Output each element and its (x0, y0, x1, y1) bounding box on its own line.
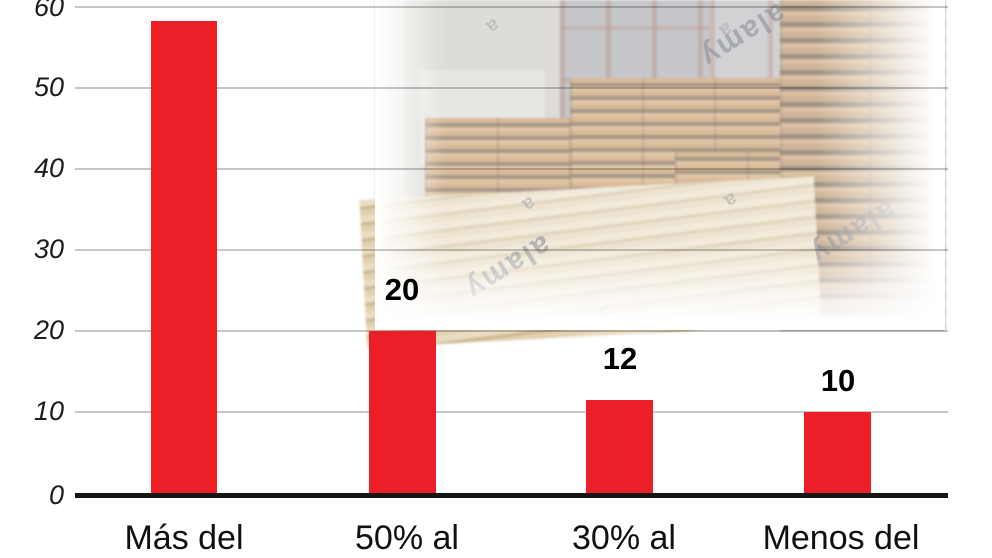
y-tick-label-50: 50 (33, 72, 64, 102)
y-tick-label-0: 0 (48, 480, 64, 510)
value-label-20: 20 (384, 272, 420, 307)
y-tick-label-60: 60 (33, 0, 64, 22)
value-label-10: 10 (820, 363, 856, 398)
lumber-yard-photo: alamy alamy alamy a a a a a a a a (359, 0, 945, 348)
x-category-label-4: Menos del (762, 519, 920, 557)
photo-fade-bottom (375, 245, 945, 330)
gridline-30 (75, 249, 948, 251)
x-category-label-3: 30% al (572, 519, 676, 557)
x-category-label-1: Más del (124, 519, 244, 557)
gridline-40 (75, 168, 948, 170)
y-tick-label-30: 30 (33, 234, 64, 264)
value-label-12: 12 (602, 341, 638, 376)
gridline-10 (75, 411, 948, 413)
gridline-20 (75, 330, 948, 332)
y-tick-label-40: 40 (33, 153, 64, 183)
bar-50-al (369, 331, 436, 493)
gridline-50 (75, 87, 948, 89)
gridline-60 (75, 6, 948, 8)
x-axis-baseline (75, 493, 948, 498)
y-tick-label-10: 10 (33, 396, 64, 426)
y-tick-label-20: 20 (33, 315, 64, 345)
bar-mas-del (151, 21, 217, 493)
bar-menos-del (804, 412, 871, 493)
x-category-label-2: 50% al (355, 519, 459, 557)
bar-30-al (586, 400, 653, 493)
